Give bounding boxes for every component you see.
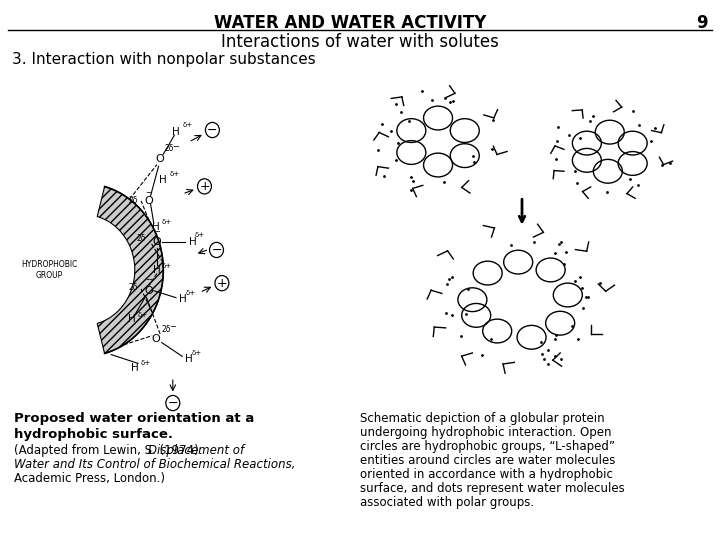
Text: WATER AND WATER ACTIVITY: WATER AND WATER ACTIVITY [214, 14, 486, 32]
Text: δ+: δ+ [192, 350, 202, 356]
Text: O: O [153, 238, 161, 247]
Text: H: H [151, 222, 159, 232]
Text: δ+: δ+ [138, 312, 148, 318]
Text: δ+: δ+ [182, 122, 192, 129]
Text: 2δ: 2δ [129, 283, 138, 292]
Text: 2δ: 2δ [137, 234, 146, 244]
Text: 3. Interaction with nonpolar substances: 3. Interaction with nonpolar substances [12, 52, 316, 67]
Text: δ+: δ+ [162, 219, 172, 225]
Text: H: H [172, 127, 180, 137]
Polygon shape [97, 186, 163, 354]
Text: +: + [199, 180, 210, 193]
Text: Water and Its Control of Biochemical Reactions,: Water and Its Control of Biochemical Rea… [14, 458, 295, 471]
Text: Displacement of: Displacement of [148, 444, 245, 457]
Text: 2δ: 2δ [129, 197, 138, 205]
Text: Academic Press, London.): Academic Press, London.) [14, 472, 165, 485]
Text: O: O [145, 286, 153, 296]
Text: H: H [179, 294, 187, 305]
Text: Schematic depiction of a globular protein: Schematic depiction of a globular protei… [360, 412, 605, 425]
Text: entities around circles are water molecules: entities around circles are water molecu… [360, 454, 616, 467]
Text: δ+: δ+ [162, 264, 172, 269]
Text: −: − [145, 275, 152, 285]
Text: (Adapted from Lewin, S. (1974).: (Adapted from Lewin, S. (1974). [14, 444, 206, 457]
Text: Interactions of water with solutes: Interactions of water with solutes [221, 33, 499, 51]
Text: surface, and dots represent water molecules: surface, and dots represent water molecu… [360, 482, 625, 495]
Text: oriented in accordance with a hydrophobic: oriented in accordance with a hydrophobi… [360, 468, 613, 481]
Text: H: H [153, 265, 161, 275]
Text: circles are hydrophobic groups, “L-shaped”: circles are hydrophobic groups, “L-shape… [360, 440, 615, 453]
Text: −: − [168, 396, 178, 409]
Text: −: − [172, 142, 179, 151]
Text: O: O [151, 334, 160, 344]
Text: H: H [185, 354, 192, 364]
Text: +: + [217, 276, 228, 289]
Text: undergoing hydrophobic interaction. Open: undergoing hydrophobic interaction. Open [360, 426, 611, 439]
Text: −: − [145, 188, 152, 198]
Text: −: − [169, 322, 176, 332]
Text: H: H [189, 238, 197, 247]
Text: O: O [145, 196, 153, 206]
Text: 2δ: 2δ [165, 144, 174, 153]
Text: δ+: δ+ [141, 360, 151, 366]
Text: associated with polar groups.: associated with polar groups. [360, 496, 534, 509]
Text: H: H [131, 363, 139, 374]
Text: hydrophobic surface.: hydrophobic surface. [14, 428, 173, 441]
Text: O: O [156, 154, 164, 164]
Text: Proposed water orientation at a: Proposed water orientation at a [14, 412, 254, 425]
Text: 9: 9 [696, 14, 708, 32]
Text: 2δ: 2δ [162, 325, 171, 334]
Text: H: H [127, 314, 135, 324]
Text: −: − [153, 227, 160, 236]
Text: HYDROPHOBIC
GROUP: HYDROPHOBIC GROUP [21, 260, 78, 280]
Text: δ+: δ+ [186, 290, 196, 296]
Text: −: − [211, 244, 222, 256]
Text: δ+: δ+ [195, 232, 205, 238]
Text: δ+: δ+ [170, 171, 180, 177]
Text: H: H [159, 175, 167, 185]
Text: −: − [207, 124, 217, 137]
